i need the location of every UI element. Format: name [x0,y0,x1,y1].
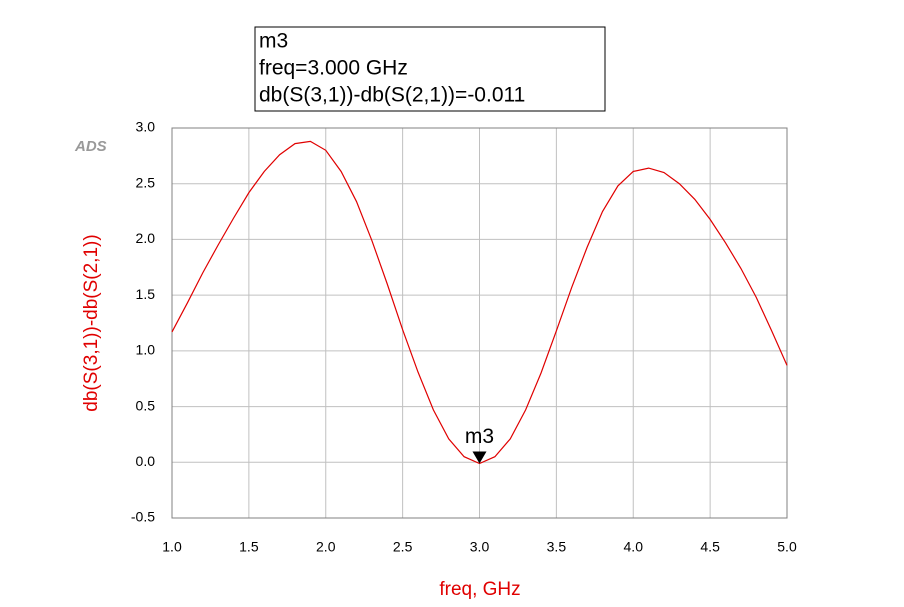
watermark: ADS [74,138,107,155]
marker-readout-box [254,26,606,112]
y-tick-label: 0.5 [136,397,156,413]
y-tick-label: 0.0 [136,453,156,469]
x-tick-label: 5.0 [777,539,797,555]
y-tick-label: 2.5 [136,174,156,190]
marker-readout-line: db(S(3,1))-db(S(2,1))=-0.011 [259,84,525,107]
y-tick-label: -0.5 [131,509,155,525]
y-tick-label: 1.0 [136,342,156,358]
x-tick-label: 4.5 [700,539,720,555]
x-tick-label: 1.0 [162,539,182,555]
y-axis-label: db(S(3,1))-db(S(2,1)) [81,234,102,411]
x-axis-label: freq, GHz [439,579,520,600]
x-tick-label: 2.5 [393,539,413,555]
marker-readout-line: m3 [259,30,288,53]
x-tick-label: 2.0 [316,539,336,555]
x-tick-label: 4.0 [624,539,644,555]
plot-frame [171,127,788,519]
y-tick-label: 1.5 [136,286,156,302]
marker-label: m3 [465,425,494,448]
marker-symbol [472,451,487,464]
marker-readout-line: freq=3.000 GHz [259,57,408,80]
x-tick-label: 1.5 [239,539,259,555]
y-tick-label: 3.0 [136,119,156,135]
x-tick-label: 3.5 [547,539,567,555]
x-tick-label: 3.0 [470,539,490,555]
y-tick-label: 2.0 [136,230,156,246]
